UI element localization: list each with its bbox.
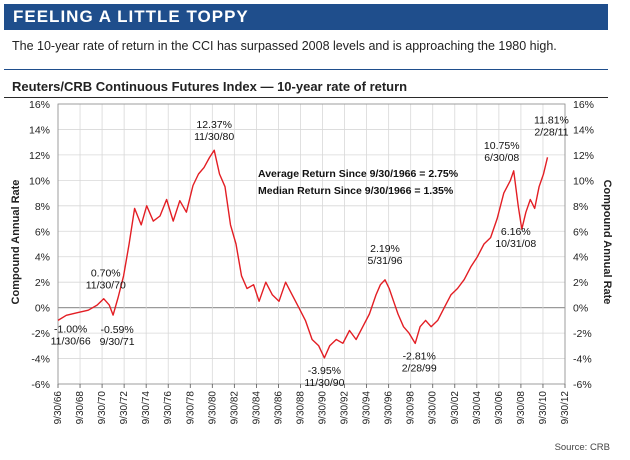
divider: [4, 97, 608, 98]
divider: [4, 69, 608, 70]
x-axis: 9/30/66 9/30/68 9/30/70 9/30/72 9/30/74 9/30/…: [53, 384, 571, 424]
x-tick-label: 9/30/80: [207, 391, 218, 425]
y-tick-label-right: 2%: [573, 277, 588, 289]
y-tick-label-right: -4%: [573, 354, 592, 366]
annotation-value: 6.16%: [501, 226, 531, 238]
y-tick-label-right: 4%: [573, 252, 588, 264]
annotation-date: 6/30/08: [484, 152, 519, 164]
y-tick-label-left: 10%: [29, 175, 50, 187]
y-tick-label-left: 14%: [29, 124, 50, 136]
x-tick-label: 9/30/96: [384, 391, 395, 425]
x-tick-label: 9/30/72: [119, 391, 130, 425]
x-tick-label: 9/30/06: [494, 391, 505, 425]
annotation-value: 2.19%: [370, 243, 400, 255]
banner-title: FEELING A LITTLE TOPPY: [4, 4, 608, 30]
series-layer: [57, 149, 549, 359]
y-tick-label-right: 10%: [573, 175, 594, 187]
x-tick-label: 9/30/10: [538, 391, 549, 425]
y-tick-label-left: -4%: [31, 354, 50, 366]
annotation-date: 10/31/08: [495, 238, 536, 250]
annotation-date: 11/30/66: [51, 335, 91, 347]
annotation-value: -1.00%: [54, 323, 87, 335]
y-tick-label-left: 2%: [35, 277, 50, 289]
y-tick-label-left: 8%: [35, 201, 50, 213]
y-tick-label-left: 12%: [29, 150, 50, 162]
stat-average: Average Return Since 9/30/1966 = 2.75%: [258, 168, 459, 180]
x-tick-label: 9/30/12: [560, 391, 571, 425]
x-tick-label: 9/30/04: [472, 391, 483, 425]
annotation-date: 5/31/96: [367, 255, 402, 267]
y-tick-label-right: 0%: [573, 303, 588, 315]
y-tick-label-right: 8%: [573, 201, 588, 213]
x-tick-label: 9/30/88: [295, 391, 306, 425]
y-tick-label-left: -6%: [31, 379, 50, 391]
y-tick-label-right: 12%: [573, 150, 594, 162]
x-tick-label: 9/30/98: [406, 391, 417, 425]
annotation-value: 12.37%: [196, 119, 232, 131]
y-tick-label-right: 14%: [573, 124, 594, 136]
annotation-value: 11.81%: [534, 114, 569, 126]
y-tick-label-right: -2%: [573, 328, 592, 340]
source-note: Source: CRB: [554, 442, 610, 453]
x-tick-label: 9/30/94: [362, 391, 373, 425]
x-tick-label: 9/30/92: [340, 391, 351, 425]
plot-frame: [57, 103, 566, 385]
grid: [57, 103, 566, 385]
y-axis-right: 16% 14% 12% 10% 8% 6% 4% 2% 0% -2% -4% -6%: [573, 99, 594, 391]
annotation-value: -0.59%: [100, 324, 133, 336]
x-tick-label: 9/30/68: [75, 391, 86, 425]
series-line: [57, 149, 549, 359]
stat-median: Median Return Since 9/30/1966 = 1.35%: [258, 185, 454, 197]
annotation-date: 11/30/80: [194, 131, 234, 143]
y-tick-label-right: -6%: [573, 379, 592, 391]
annotation-value: -2.81%: [403, 350, 436, 362]
y-tick-label-right: 16%: [573, 99, 594, 111]
x-tick-label: 9/30/08: [516, 391, 527, 425]
y-axis-label-right: Compound Annual Rate: [601, 180, 613, 305]
y-tick-label-right: 6%: [573, 226, 588, 238]
x-tick-label: 9/30/86: [273, 391, 284, 425]
x-tick-label: 9/30/66: [53, 391, 64, 425]
x-tick-label: 9/30/70: [97, 391, 108, 425]
x-tick-label: 9/30/78: [185, 391, 196, 425]
y-tick-label-left: 6%: [35, 226, 50, 238]
y-tick-label-left: 16%: [29, 99, 50, 111]
y-tick-label-left: 0%: [35, 303, 50, 315]
annotation-date: 2/28/11: [534, 126, 568, 138]
y-axis-left: 16% 14% 12% 10% 8% 6% 4% 2% 0% -2% -4% -6%: [29, 99, 50, 391]
x-tick-label: 9/30/74: [141, 391, 152, 425]
x-tick-label: 9/30/82: [229, 391, 240, 425]
annotation-date: 11/30/70: [86, 280, 126, 292]
y-axis-label-left: Compound Annual Rate: [10, 180, 22, 305]
annotation-date: 11/30/90: [304, 377, 344, 389]
annotation-value: 0.70%: [91, 268, 121, 280]
annotation-date: 2/28/99: [402, 362, 437, 374]
annotation-date: 9/30/71: [100, 336, 135, 348]
chart-title: Reuters/CRB Continuous Futures Index — 1…: [12, 79, 408, 94]
x-tick-label: 9/30/02: [450, 391, 461, 425]
annotation-value: -3.95%: [308, 365, 341, 377]
x-tick-label: 9/30/84: [251, 391, 262, 425]
x-tick-label: 9/30/90: [318, 391, 329, 425]
y-tick-label-left: -2%: [31, 328, 50, 340]
y-tick-label-left: 4%: [35, 252, 50, 264]
subtitle: The 10-year rate of return in the CCI ha…: [12, 39, 557, 53]
x-tick-label: 9/30/00: [428, 391, 439, 425]
annotations: -1.00%11/30/66 0.70%11/30/70 -0.59%9/30/71…: [51, 114, 569, 389]
x-tick-label: 9/30/76: [163, 391, 174, 425]
annotation-value: 10.75%: [484, 140, 520, 152]
